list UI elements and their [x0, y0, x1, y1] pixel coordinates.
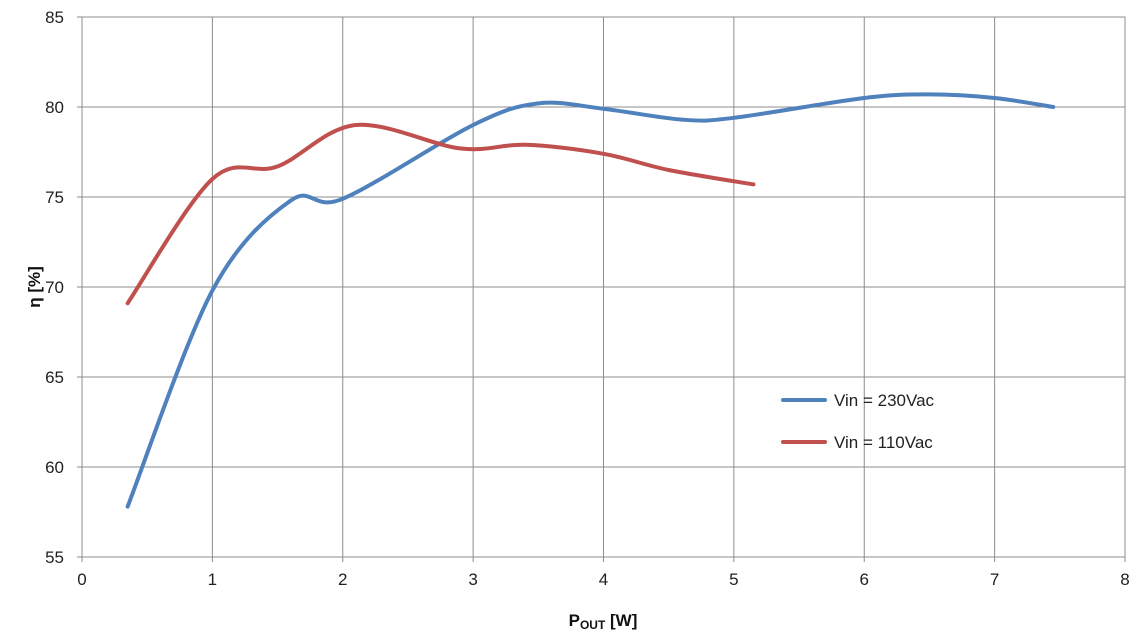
y-tick-label: 60	[45, 458, 64, 477]
x-tick-label: 6	[860, 570, 869, 589]
x-tick-label: 7	[990, 570, 999, 589]
grid	[77, 16, 1126, 562]
x-tick-label: 3	[468, 570, 477, 589]
y-tick-label: 70	[45, 278, 64, 297]
y-axis-title: η [%]	[25, 266, 44, 308]
plot-frame	[81, 16, 1126, 558]
x-tick-label: 5	[729, 570, 738, 589]
x-axis-title: POUT [W]	[569, 611, 638, 632]
legend-label-110vac: Vin = 110Vac	[834, 433, 933, 452]
series-line-0	[125, 92, 1056, 509]
y-tick-label: 55	[45, 548, 64, 567]
legend: Vin = 230Vac Vin = 110Vac	[781, 391, 935, 452]
legend-label-230vac: Vin = 230Vac	[834, 391, 935, 410]
x-tick-label: 1	[208, 570, 217, 589]
series-lines	[125, 92, 1056, 509]
y-tick-label: 65	[45, 368, 64, 387]
x-axis-ticks: 0 1 2 3 4 5 6 7 8	[77, 570, 1129, 589]
y-tick-label: 85	[45, 8, 64, 27]
series-line-1	[125, 122, 756, 306]
y-tick-label: 75	[45, 188, 64, 207]
x-tick-label: 2	[338, 570, 347, 589]
y-tick-label: 80	[45, 98, 64, 117]
x-tick-label: 0	[77, 570, 86, 589]
y-axis-ticks: 55 60 65 70 75 80 85	[45, 8, 64, 567]
x-tick-label: 8	[1120, 570, 1129, 589]
x-tick-label: 4	[599, 570, 608, 589]
